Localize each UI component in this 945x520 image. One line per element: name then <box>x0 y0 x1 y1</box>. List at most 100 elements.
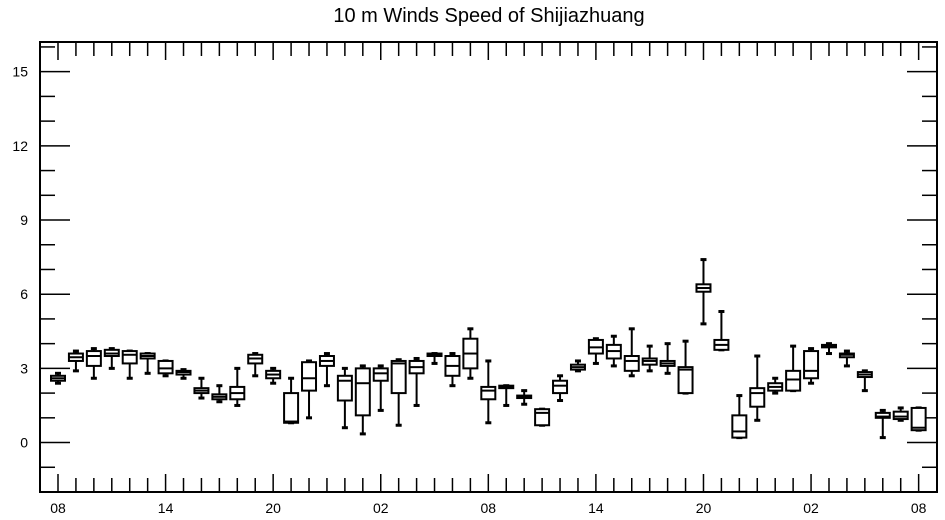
box <box>175 368 192 380</box>
box <box>85 347 102 380</box>
box <box>534 407 551 427</box>
box-body <box>785 369 802 392</box>
box-whisker-cap-high <box>574 359 581 363</box>
box-whisker-cap-high <box>252 352 259 356</box>
box-whisker-cap-low <box>252 374 259 378</box>
box-whisker-cap-high <box>90 347 97 351</box>
y-tick-label: 6 <box>20 286 28 302</box>
box-whisker-cap-high <box>628 327 635 331</box>
box-whisker-cap-high <box>646 344 653 348</box>
box-whisker-cap-low <box>772 391 779 395</box>
y-axis: 0 3 6 9 12 15 <box>12 46 937 493</box>
box <box>354 364 371 436</box>
plot-frame <box>39 41 938 493</box>
box <box>462 327 479 380</box>
box <box>785 344 802 393</box>
box-whisker-cap-high <box>790 344 797 348</box>
box-whisker-cap-low <box>377 408 384 412</box>
y-tick-label: 15 <box>12 64 28 80</box>
x-tick-label: 08 <box>481 500 497 516</box>
box-whisker-cap-low <box>341 426 348 430</box>
box-whisker-cap-low <box>144 371 151 375</box>
y-tick-label: 3 <box>20 360 28 376</box>
box-body <box>749 387 766 408</box>
box-whisker-cap-high <box>610 334 617 338</box>
box-whisker-cap-low <box>843 364 850 368</box>
box <box>103 347 120 370</box>
box-whisker-cap-low <box>395 423 402 427</box>
box-whisker-cap-low <box>521 402 528 406</box>
box <box>408 356 425 407</box>
box <box>193 376 210 400</box>
box-whisker-cap-low <box>574 369 581 373</box>
box-whisker-cap-high <box>557 374 564 378</box>
box-whisker-cap-low <box>485 421 492 425</box>
box <box>552 374 569 403</box>
box-whisker-cap-low <box>808 381 815 385</box>
box <box>516 389 533 406</box>
box-body <box>390 359 407 395</box>
box-whisker-cap-low <box>628 374 635 378</box>
box-whisker-cap-high <box>700 258 707 262</box>
box-whisker-cap-high <box>718 310 725 314</box>
box <box>157 359 174 378</box>
box-whisker-cap-high <box>467 327 474 331</box>
box-body <box>372 367 389 382</box>
box <box>605 334 622 368</box>
box-whisker-cap-high <box>377 364 384 368</box>
box-whisker-cap-low <box>306 416 313 420</box>
box-whisker-cap-low <box>413 403 420 407</box>
x-tick-label: 20 <box>265 500 281 516</box>
box <box>856 369 873 393</box>
box-whisker-cap-low <box>592 361 599 365</box>
box-whisker-cap-high <box>359 364 366 368</box>
box <box>50 371 66 385</box>
box-whisker-cap-low <box>467 376 474 380</box>
box-body <box>623 355 640 372</box>
box-body <box>480 385 497 401</box>
box-whisker-cap-low <box>646 369 653 373</box>
x-axis: 08 14 20 02 08 14 20 02 08 <box>50 42 927 516</box>
box-body <box>731 414 748 439</box>
box <box>749 354 766 422</box>
box-whisker-cap-high <box>485 359 492 363</box>
box-whisker-cap-high <box>72 349 79 353</box>
box-whisker-cap-low <box>897 418 904 422</box>
box-whisker-cap-high <box>323 352 330 356</box>
box-whisker-cap-low <box>825 352 832 356</box>
box-whisker-cap-high <box>288 376 295 380</box>
box-whisker-cap-high <box>736 394 743 398</box>
box-body <box>283 392 300 424</box>
box <box>731 394 748 440</box>
x-tick-label: 02 <box>373 500 389 516</box>
box-body <box>803 350 820 380</box>
x-tick-label: 02 <box>803 500 819 516</box>
box-whisker-cap-high <box>682 339 689 343</box>
x-tick-label: 14 <box>158 500 174 516</box>
box-series <box>50 258 927 440</box>
box <box>67 349 84 373</box>
box <box>892 406 909 422</box>
box <box>372 364 389 412</box>
box <box>713 310 730 352</box>
box-whisker-cap-high <box>521 389 528 393</box>
x-tick-label: 14 <box>588 500 604 516</box>
box <box>623 327 640 378</box>
box-body <box>892 410 909 421</box>
box-whisker-cap-low <box>431 361 438 365</box>
box-whisker-cap-high <box>897 406 904 410</box>
box <box>318 352 335 388</box>
box-whisker-cap-low <box>126 376 133 380</box>
box-whisker-cap-high <box>216 384 223 388</box>
box-body <box>874 411 891 419</box>
box <box>444 352 461 388</box>
x-tick-label: 20 <box>696 500 712 516</box>
box-body <box>910 406 927 432</box>
box-body <box>354 367 371 417</box>
box-whisker-cap-low <box>270 381 277 385</box>
box <box>247 352 264 378</box>
box-whisker-cap-high <box>825 342 832 346</box>
box-whisker-cap-low <box>503 403 510 407</box>
box-whisker-cap-low <box>216 400 223 404</box>
